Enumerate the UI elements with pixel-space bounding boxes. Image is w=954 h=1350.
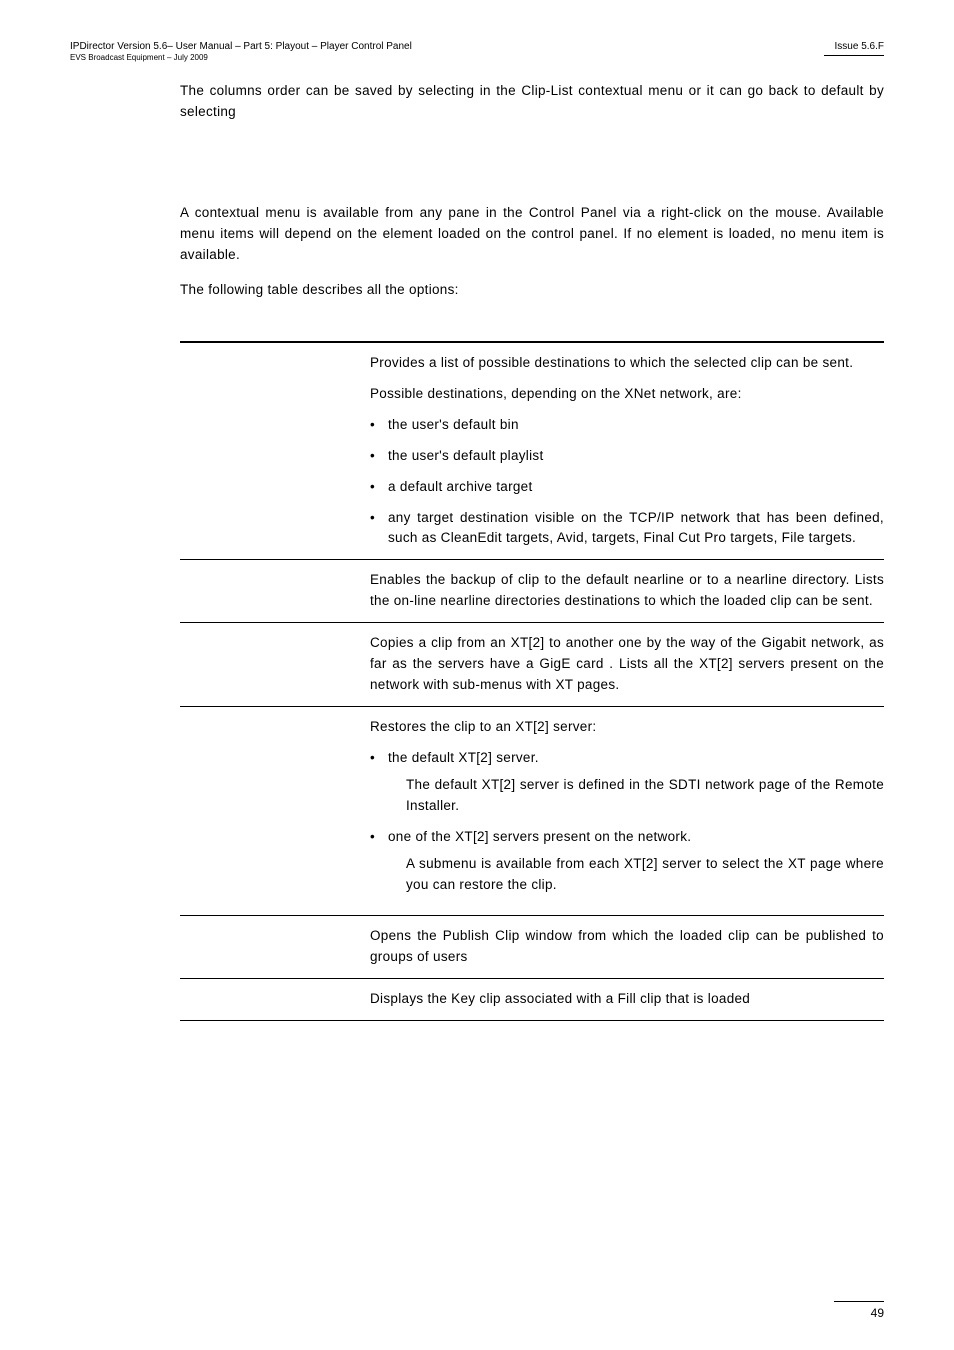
page-header: IPDirector Version 5.6– User Manual – Pa… [70,40,884,63]
row6-p1: Displays the Key clip associated with a … [370,989,884,1010]
header-subtitle: EVS Broadcast Equipment – July 2009 [70,53,412,63]
row1-p1: Provides a list of possible destinations… [370,353,884,374]
row-label [180,717,370,905]
table-row: Copies a clip from an XT[2] to another o… [180,623,884,707]
row-content: Copies a clip from an XT[2] to another o… [370,633,884,696]
list-item: one of the XT[2] servers present on the … [370,827,884,896]
table-row: Enables the backup of clip to the defaul… [180,560,884,623]
list-item: the user's default playlist [370,446,884,467]
row-label [180,570,370,612]
options-table: Provides a list of possible destinations… [180,341,884,1021]
header-right: Issue 5.6.F [824,40,884,63]
header-rule [824,55,884,56]
row-label [180,353,370,549]
row5-p1: Opens the Publish Clip window from which… [370,926,884,968]
row4-bullets: the default XT[2] server. The default XT… [370,748,884,896]
row4-b1: the default XT[2] server. [388,750,539,765]
table-row: Opens the Publish Clip window from which… [180,916,884,979]
header-left: IPDirector Version 5.6– User Manual – Pa… [70,40,412,63]
row-content: Restores the clip to an XT[2] server: th… [370,717,884,905]
row4-b1-sub: The default XT[2] server is defined in t… [406,775,884,817]
intro-para-1: The columns order can be saved by select… [180,81,884,123]
intro-para-3: The following table describes all the op… [180,280,884,301]
row-content: Displays the Key clip associated with a … [370,989,884,1010]
row-content: Enables the backup of clip to the defaul… [370,570,884,612]
row-label [180,989,370,1010]
table-row: Displays the Key clip associated with a … [180,979,884,1021]
row2-p1: Enables the backup of clip to the defaul… [370,570,884,612]
row-content: Provides a list of possible destinations… [370,353,884,549]
row4-p1: Restores the clip to an XT[2] server: [370,717,884,738]
row1-p2: Possible destinations, depending on the … [370,384,884,405]
intro-block: The columns order can be saved by select… [180,81,884,123]
header-issue: Issue 5.6.F [824,40,884,53]
list-item: the default XT[2] server. The default XT… [370,748,884,817]
list-item: a default archive target [370,477,884,498]
row-label [180,926,370,968]
header-title: IPDirector Version 5.6– User Manual – Pa… [70,40,412,53]
row3-p1: Copies a clip from an XT[2] to another o… [370,633,884,696]
page-number: 49 [834,1306,884,1320]
page-number-block: 49 [834,1301,884,1320]
list-item: the user's default bin [370,415,884,436]
row1-bullets: the user's default bin the user's defaul… [370,415,884,550]
row-content: Opens the Publish Clip window from which… [370,926,884,968]
table-row: Restores the clip to an XT[2] server: th… [180,707,884,916]
list-item: any target destination visible on the TC… [370,508,884,550]
page-number-rule [834,1301,884,1302]
intro-1a: The columns order can be saved by select… [180,83,480,98]
intro-para-2: A contextual menu is available from any … [180,203,884,266]
table-row: Provides a list of possible destinations… [180,341,884,560]
row4-b2-sub: A submenu is available from each XT[2] s… [406,854,884,896]
row-label [180,633,370,696]
intro-block-2: A contextual menu is available from any … [180,203,884,301]
row4-b2: one of the XT[2] servers present on the … [388,829,691,844]
